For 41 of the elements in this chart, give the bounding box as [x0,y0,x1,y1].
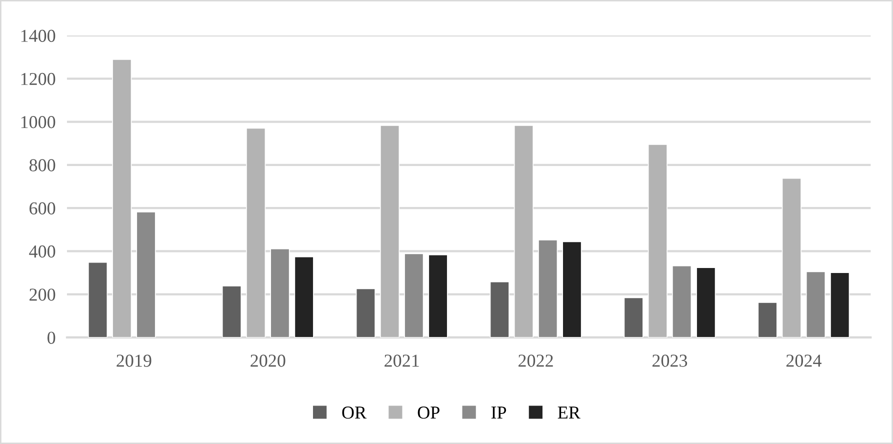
y-tick-label: 1200 [21,72,56,86]
bar [672,265,692,338]
bar [246,128,266,338]
bar [222,285,242,338]
bar [830,272,850,338]
x-tick-label: 2022 [518,354,553,367]
bar [782,178,802,338]
bar [428,254,448,338]
bar [514,125,534,338]
bar [758,302,778,338]
bar [404,253,424,338]
y-tick-label: 1400 [21,30,56,42]
bar [624,297,644,338]
bar [294,256,314,338]
bar [112,59,132,338]
bar [648,144,668,338]
y-tick-label: 0 [48,332,56,344]
legend-label: ER [558,406,580,418]
bar [136,212,156,338]
legend-label: OP [418,406,440,419]
bar [806,271,826,338]
x-tick-label: 2020 [250,354,286,367]
y-tick-label: 400 [29,245,56,258]
bar [380,125,400,338]
y-tick-label: 1000 [21,116,56,128]
x-tick-label: 2021 [384,354,419,367]
bar [696,267,716,338]
bar [562,241,582,338]
bar [88,262,108,338]
y-tick-label: 600 [30,202,56,214]
bar [490,281,510,338]
bar [356,288,376,338]
bar [538,240,558,338]
x-tick-label: 2019 [116,354,152,367]
x-tick-label: 2024 [786,354,822,367]
bar [270,248,290,338]
legend-label: IP [491,406,506,418]
y-tick-label: 200 [30,288,56,301]
y-tick-label: 800 [29,159,56,172]
x-tick-label: 2023 [652,354,688,367]
legend-label: OR [342,406,367,419]
